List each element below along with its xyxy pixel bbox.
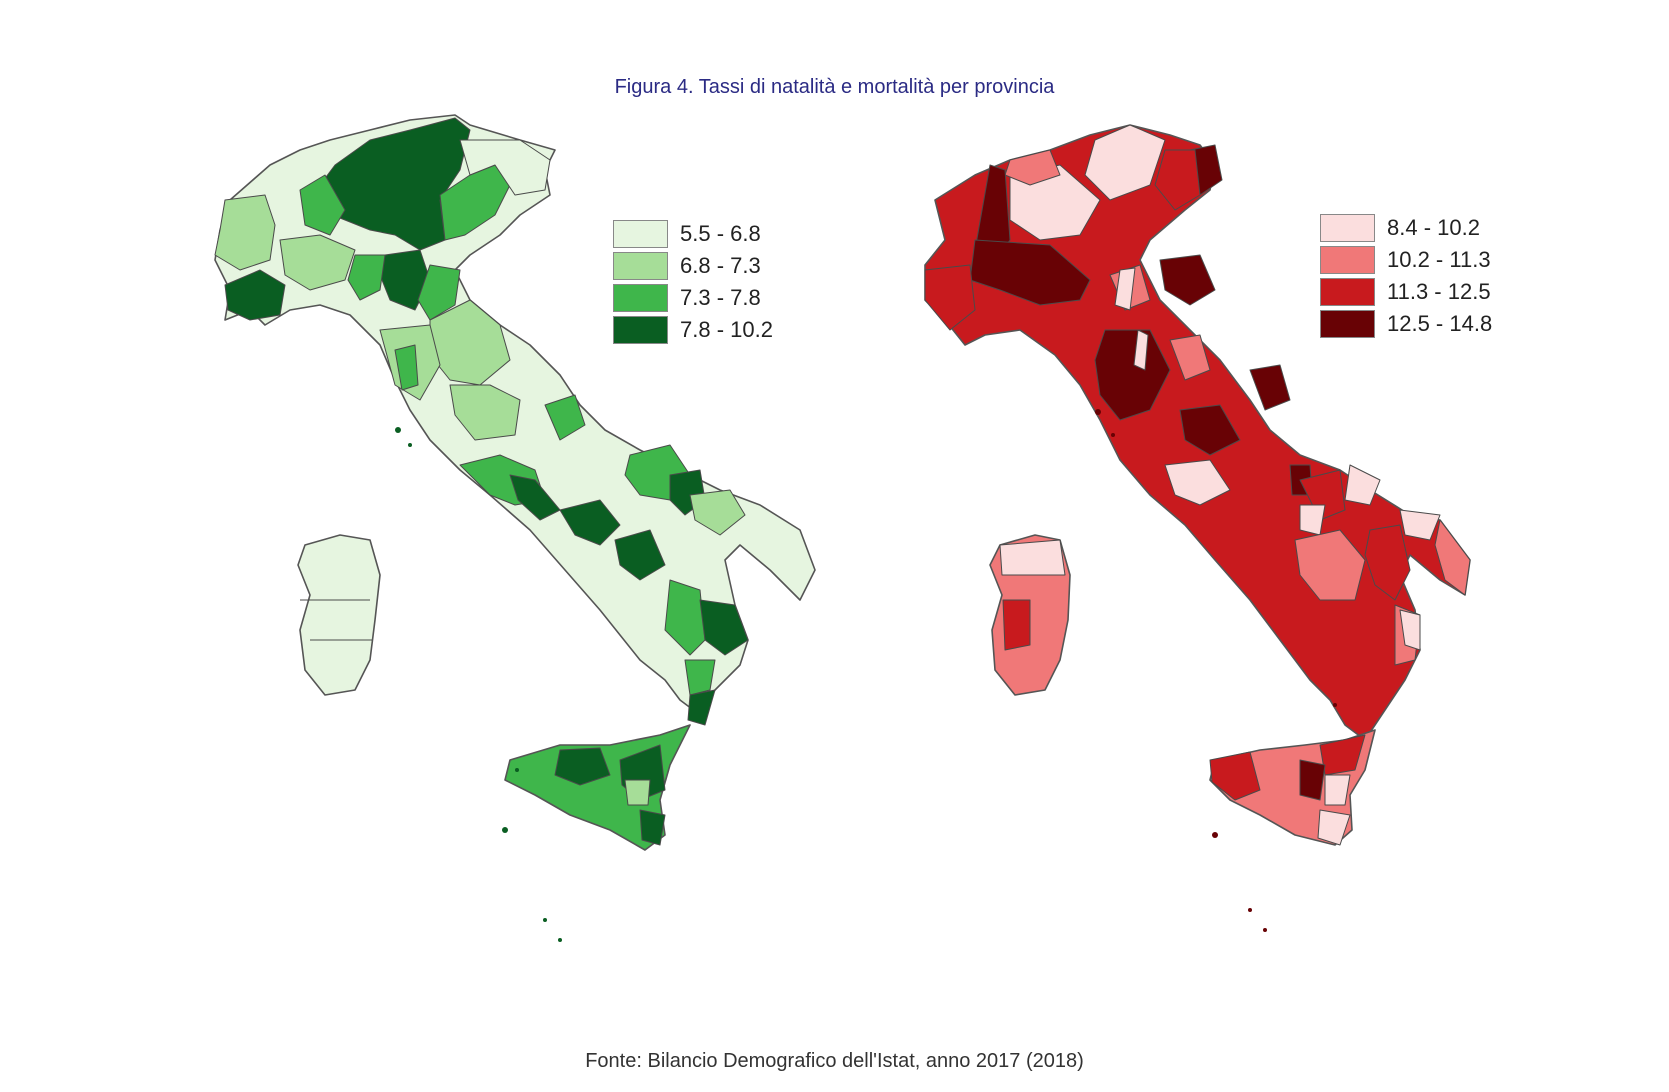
legend-label: 7.8 - 10.2 (680, 317, 773, 342)
legend-swatch (613, 316, 668, 344)
province (1133, 329, 1149, 371)
province (924, 264, 976, 331)
province (1209, 751, 1261, 801)
province (544, 394, 586, 441)
death-rate-legend: 8.4 - 10.2 10.2 - 11.3 11.3 - 12.5 12.5 … (1320, 212, 1492, 340)
legend-label: 6.8 - 7.3 (680, 253, 761, 278)
province (1294, 529, 1366, 601)
province (1399, 509, 1441, 541)
legend-swatch (1320, 214, 1375, 242)
province (1289, 464, 1313, 496)
province (1159, 254, 1216, 306)
province (279, 234, 356, 291)
birth-rate-sardinia (297, 534, 381, 696)
legend-swatch (613, 284, 668, 312)
province (1114, 267, 1136, 311)
legend-label: 12.5 - 14.8 (1387, 311, 1493, 336)
province (639, 809, 666, 846)
province (1189, 144, 1223, 196)
province (214, 194, 276, 271)
province (459, 139, 551, 196)
province (1317, 809, 1351, 846)
province (1094, 329, 1171, 421)
province (559, 499, 621, 546)
province (969, 239, 1091, 306)
figure-source: Fonte: Bilancio Demografico dell'Istat, … (585, 1050, 1084, 1072)
birth-rate-legend: 5.5 - 6.8 6.8 - 7.3 7.3 - 7.8 7.8 - 10.2 (613, 218, 773, 346)
province (224, 269, 286, 321)
death-rate-sicily (1209, 729, 1376, 846)
province (1004, 149, 1061, 186)
legend-item: 7.3 - 7.8 (613, 282, 773, 314)
legend-item: 5.5 - 6.8 (613, 218, 773, 250)
province (1324, 774, 1351, 806)
province (1399, 609, 1421, 651)
province (1164, 459, 1231, 506)
province (1299, 469, 1346, 521)
province (974, 164, 1011, 261)
province (1109, 264, 1151, 311)
province (1299, 759, 1326, 801)
legend-item: 12.5 - 14.8 (1320, 308, 1492, 340)
province (1249, 364, 1291, 411)
legend-label: 5.5 - 6.8 (680, 221, 761, 246)
legend-item: 7.8 - 10.2 (613, 314, 773, 346)
legend-item: 6.8 - 7.3 (613, 250, 773, 282)
province (449, 384, 521, 441)
province (1169, 334, 1211, 381)
legend-swatch (613, 220, 668, 248)
legend-item: 11.3 - 12.5 (1320, 276, 1492, 308)
province (554, 747, 611, 786)
birth-rate-map (214, 114, 816, 942)
province (999, 539, 1066, 576)
legend-label: 8.4 - 10.2 (1387, 215, 1480, 240)
province (664, 579, 706, 656)
legend-label: 10.2 - 11.3 (1387, 247, 1491, 272)
province (687, 689, 716, 726)
birth-rate-sicily (504, 724, 691, 851)
province (1299, 504, 1326, 536)
province (509, 474, 561, 521)
legend-label: 11.3 - 12.5 (1387, 279, 1491, 304)
birth-rate-islets (395, 427, 562, 942)
legend-item: 8.4 - 10.2 (1320, 212, 1492, 244)
legend-swatch (1320, 310, 1375, 338)
province (417, 264, 461, 321)
province (394, 344, 419, 391)
province (684, 659, 716, 696)
province (1434, 519, 1471, 596)
birth-rate-mainland (214, 114, 816, 726)
province (1179, 404, 1241, 456)
province (299, 174, 346, 236)
legend-label: 7.3 - 7.8 (680, 285, 761, 310)
province (614, 529, 666, 581)
province (624, 779, 651, 806)
province (689, 489, 746, 536)
legend-swatch (613, 252, 668, 280)
death-rate-islets (1095, 409, 1337, 932)
province (347, 254, 386, 301)
legend-item: 10.2 - 11.3 (1320, 244, 1492, 276)
province (1344, 464, 1381, 506)
province (1319, 734, 1366, 776)
figure-title: Figura 4. Tassi di natalità e mortalità … (614, 76, 1055, 98)
province (699, 599, 749, 656)
province (1364, 524, 1411, 601)
province (1154, 149, 1201, 211)
province (1394, 604, 1421, 666)
death-rate-sardinia (989, 534, 1071, 696)
province (1084, 124, 1166, 201)
province (1002, 599, 1031, 651)
legend-swatch (1320, 246, 1375, 274)
province (1009, 164, 1101, 241)
legend-swatch (1320, 278, 1375, 306)
